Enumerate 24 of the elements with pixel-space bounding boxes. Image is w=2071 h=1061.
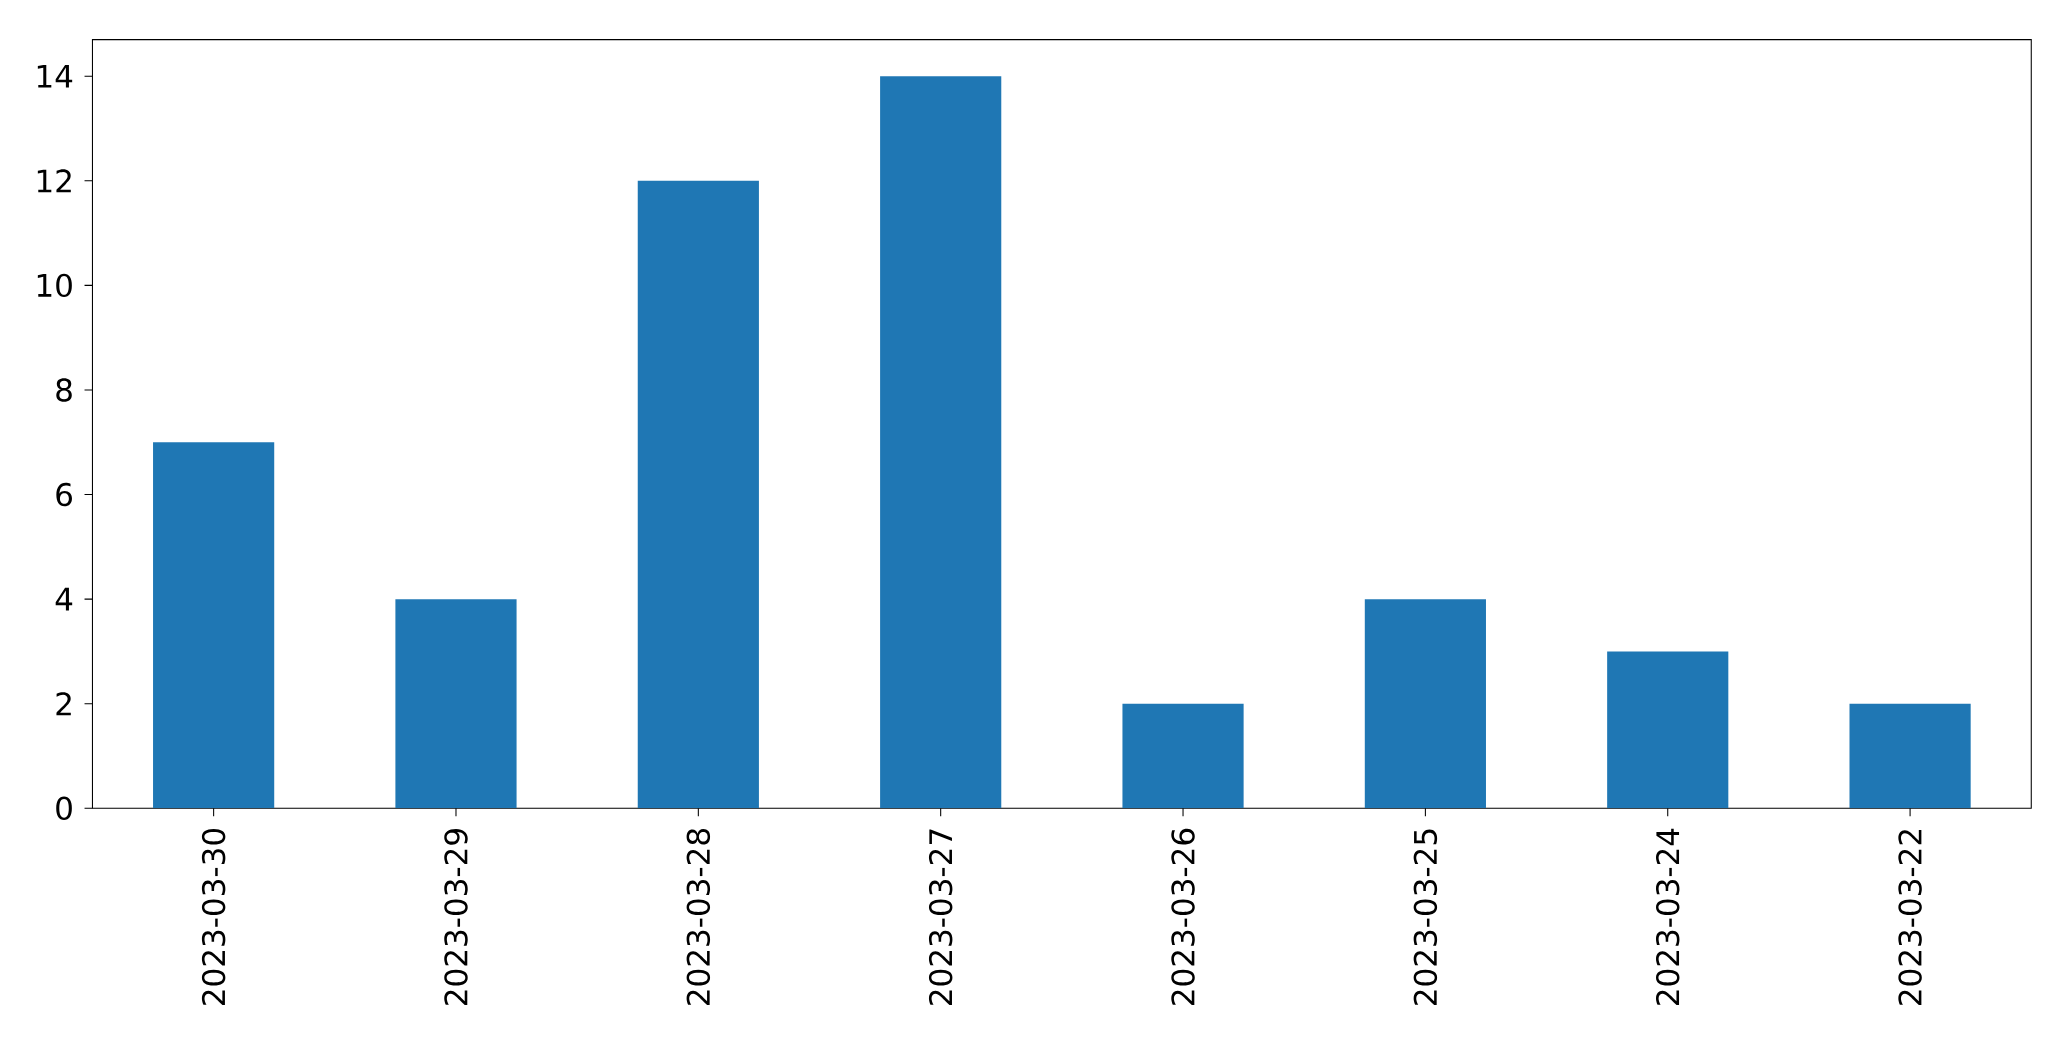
bar [637, 181, 759, 809]
x-tick-label: 2023-03-27 [928, 829, 953, 1006]
y-tick-label: 6 [56, 483, 72, 507]
bar [1364, 599, 1486, 809]
x-tick-label: 2023-03-29 [444, 829, 468, 1006]
y-tick-label: 10 [37, 273, 72, 298]
bar [1849, 703, 1971, 809]
y-tick-label: 12 [37, 169, 71, 193]
y-tick-label: 2 [56, 692, 71, 716]
bar [1122, 703, 1244, 809]
y-tick-label: 0 [56, 796, 72, 821]
y-tick-label: 14 [37, 65, 73, 88]
x-tick-label: 2023-03-30 [201, 829, 226, 1006]
y-tick-label: 4 [55, 588, 73, 611]
bar [1607, 651, 1729, 809]
x-tick-label: 2023-03-28 [686, 829, 711, 1006]
bar [153, 442, 275, 809]
x-tick-label: 2023-03-25 [1413, 829, 1438, 1006]
x-tick-label: 2023-03-26 [1171, 829, 1195, 1006]
x-tick-label: 2023-03-24 [1656, 828, 1680, 1006]
y-tick-label: 8 [56, 378, 72, 402]
bar [880, 76, 1002, 809]
bar [395, 599, 517, 809]
x-tick-label: 2023-03-22 [1898, 830, 1922, 1006]
